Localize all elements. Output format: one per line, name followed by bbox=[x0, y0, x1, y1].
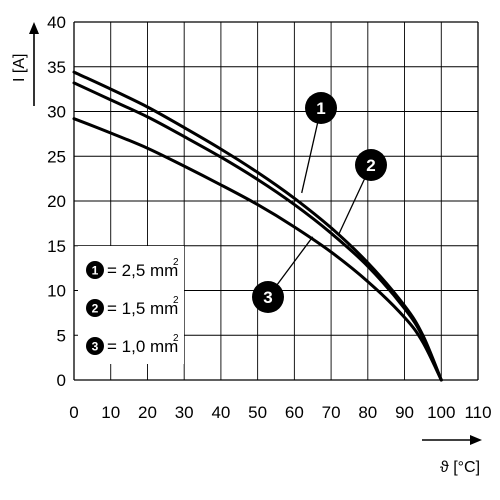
legend-badge-number: 2 bbox=[92, 302, 99, 316]
legend-entry-superscript: 2 bbox=[173, 295, 179, 306]
legend-badge-number: 3 bbox=[92, 340, 99, 354]
series-markers: 1 2 3 bbox=[252, 92, 387, 313]
legend-badge bbox=[86, 261, 104, 279]
marker-leaders bbox=[267, 107, 372, 298]
legend-entry-text: = 2,5 mm bbox=[107, 261, 178, 280]
legend-badge-number: 1 bbox=[92, 264, 99, 278]
x-tick-label: 40 bbox=[211, 403, 230, 422]
y-tick-label: 10 bbox=[47, 282, 66, 301]
x-tick-label: 70 bbox=[322, 403, 341, 422]
y-tick-label: 40 bbox=[47, 13, 66, 32]
series-lines bbox=[72, 70, 443, 382]
legend-entry-superscript: 2 bbox=[173, 333, 179, 344]
y-tick-label: 5 bbox=[57, 326, 66, 345]
x-tick-label: 0 bbox=[69, 403, 78, 422]
y-tick-label: 0 bbox=[57, 371, 66, 390]
x-tick-label: 10 bbox=[101, 403, 120, 422]
y-axis-label: I [A] bbox=[11, 54, 28, 82]
x-tick-label: 60 bbox=[285, 403, 304, 422]
x-tick-label: 90 bbox=[395, 403, 414, 422]
marker-label-3: 3 bbox=[263, 288, 272, 307]
x-tick-labels: 0 10 20 30 40 50 60 70 80 90 100 110 bbox=[69, 403, 491, 422]
y-axis-arrowhead bbox=[29, 22, 39, 34]
y-tick-label: 25 bbox=[47, 147, 66, 166]
series-line-1 bbox=[72, 70, 443, 382]
y-tick-label: 20 bbox=[47, 192, 66, 211]
x-tick-label: 80 bbox=[358, 403, 377, 422]
marker-circle-3 bbox=[252, 281, 284, 313]
x-tick-label: 50 bbox=[248, 403, 267, 422]
series-line-2 bbox=[72, 81, 443, 382]
x-tick-label: 100 bbox=[427, 403, 455, 422]
x-axis-label: ϑ [°C] bbox=[440, 459, 480, 476]
marker-circle-2 bbox=[355, 149, 387, 181]
y-tick-label: 15 bbox=[47, 237, 66, 256]
marker-label-2: 2 bbox=[366, 156, 375, 175]
x-axis-arrowhead bbox=[470, 435, 482, 445]
y-tick-label: 35 bbox=[47, 58, 66, 77]
x-tick-label: 30 bbox=[175, 403, 194, 422]
legend-badge bbox=[86, 299, 104, 317]
series-line-3 bbox=[72, 117, 443, 382]
y-axis-label-group: I [A] bbox=[11, 22, 39, 106]
x-tick-label: 110 bbox=[464, 403, 491, 422]
grid bbox=[73, 21, 479, 381]
x-axis-label-group: ϑ [°C] bbox=[422, 435, 482, 476]
y-tick-label: 30 bbox=[47, 103, 66, 122]
legend-entry-superscript: 2 bbox=[173, 257, 179, 268]
legend-entry-text: = 1,5 mm bbox=[107, 299, 178, 318]
legend-badge bbox=[86, 337, 104, 355]
marker-circle-1 bbox=[305, 92, 337, 124]
marker-label-1: 1 bbox=[316, 99, 325, 118]
legend-entry-text: = 1,0 mm bbox=[107, 337, 178, 356]
y-tick-labels: 0 5 10 15 20 25 30 35 40 bbox=[47, 13, 66, 390]
x-tick-label: 20 bbox=[138, 403, 157, 422]
